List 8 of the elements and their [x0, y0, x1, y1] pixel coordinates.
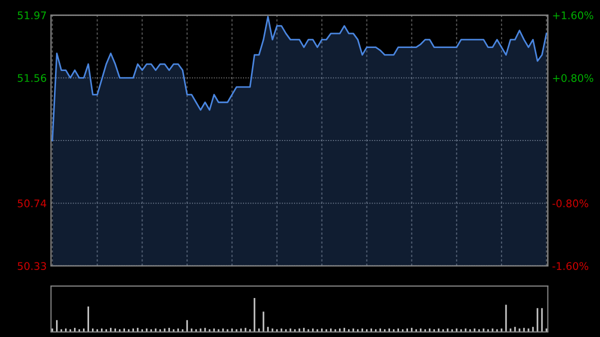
- y2-tick-label: +1.60%: [553, 11, 594, 20]
- y2-tick-label: -0.80%: [552, 199, 588, 208]
- y2-tick-label: -1.60%: [552, 262, 588, 270]
- y-tick-label: 51.97: [18, 11, 46, 20]
- y-tick-label: 51.56: [18, 74, 46, 82]
- y2-tick-label: +0.80%: [553, 74, 594, 82]
- y-tick-label: 50.74: [18, 199, 46, 208]
- y-tick-label: 50.33: [18, 262, 46, 270]
